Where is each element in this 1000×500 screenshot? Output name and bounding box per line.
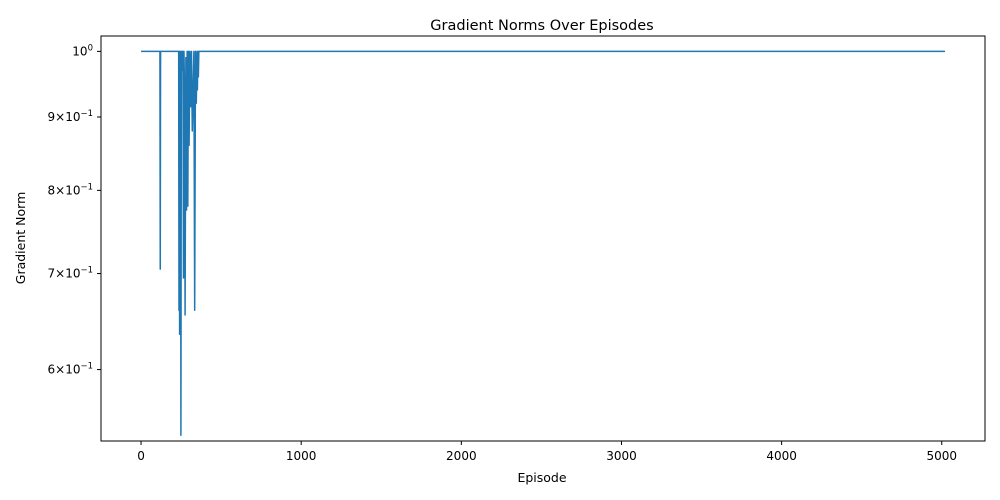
x-tick-label: 3000 bbox=[606, 449, 637, 463]
series-line-0 bbox=[141, 50, 945, 436]
chart-title: Gradient Norms Over Episodes bbox=[430, 18, 653, 34]
y-tick-label: 6×10−1 bbox=[48, 362, 94, 377]
plot-area bbox=[141, 50, 945, 436]
x-tick-label: 5000 bbox=[926, 449, 957, 463]
y-tick-label: 8×10−1 bbox=[48, 182, 94, 197]
plot-frame bbox=[100, 35, 986, 442]
x-tick-label: 1000 bbox=[286, 449, 317, 463]
x-tick-label: 2000 bbox=[446, 449, 477, 463]
x-axis: 0 1000 2000 3000 4000 5000 bbox=[137, 441, 957, 463]
y-tick-label: 9×10−1 bbox=[48, 109, 94, 124]
y-tick-label: 7×10−1 bbox=[48, 266, 94, 281]
x-tick-label: 0 bbox=[137, 449, 145, 463]
x-tick-label: 4000 bbox=[766, 449, 797, 463]
y-axis: 6×10−1 7×10−1 8×10−1 9×10−1 100 bbox=[48, 43, 101, 377]
x-axis-label: Episode bbox=[517, 470, 566, 485]
y-axis-label: Gradient Norm bbox=[13, 192, 28, 284]
y-tick-label: 100 bbox=[72, 43, 93, 58]
